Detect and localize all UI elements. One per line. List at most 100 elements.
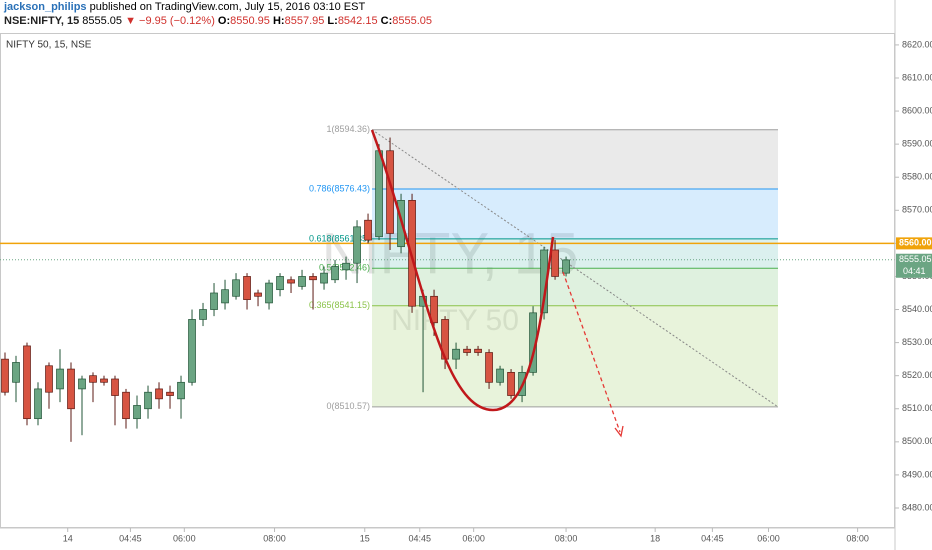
candle-body	[562, 259, 570, 274]
candle-body	[265, 282, 273, 304]
candle-body	[320, 272, 328, 284]
arrow-head	[614, 425, 624, 438]
x-tick-label: 04:45	[408, 533, 431, 543]
candle-body	[45, 365, 53, 393]
last: 8555.05	[82, 15, 123, 27]
candle-body	[254, 292, 262, 297]
x-tick-label: 08:00	[263, 533, 286, 543]
ohlc-value: 8542.15	[337, 15, 378, 27]
y-tick-label: 8580.00	[902, 172, 932, 182]
candle-body	[551, 249, 559, 277]
symbol: NSE:NIFTY, 15	[4, 15, 80, 27]
candle-body	[144, 391, 152, 410]
drawings	[370, 129, 624, 438]
candle-body	[276, 276, 284, 291]
ohlc-key: H:	[272, 15, 285, 27]
candle-body	[166, 391, 174, 396]
published: published on TradingView.com, July 15, 2…	[89, 1, 366, 13]
fib-label: 1(8594.36)	[326, 124, 370, 134]
candle-body	[485, 352, 493, 383]
ohlc: O:8550.95 H:8557.95 L:8542.15 C:8555.05	[218, 15, 432, 27]
candle-body	[232, 279, 240, 297]
ohlc-value: 8557.95	[284, 15, 325, 27]
candle-body	[243, 276, 251, 300]
x-tick-label: 06:00	[462, 533, 485, 543]
y-tick-label: 8620.00	[902, 39, 932, 49]
y-tick-label: 8590.00	[902, 139, 932, 149]
y-tick-label: 8480.00	[902, 502, 932, 512]
projection-arrow	[562, 271, 621, 433]
candle-body	[342, 262, 350, 271]
candle-body	[309, 276, 317, 281]
fib-band	[372, 129, 778, 190]
y-tick-label: 8500.00	[902, 436, 932, 446]
candle-body	[210, 292, 218, 310]
hline-tag	[896, 237, 932, 250]
x-tick-label: 15	[360, 533, 370, 543]
candle-body	[100, 378, 108, 383]
candle-body	[122, 391, 130, 420]
candle-body	[221, 289, 229, 304]
fib-label: 0.618(8561.35)	[309, 233, 370, 243]
candle-body	[287, 279, 295, 284]
ohlc-value: 8550.95	[230, 15, 270, 27]
fib-label: 0(8510.57)	[326, 401, 370, 411]
x-tick-label: 18	[650, 533, 660, 543]
candle-body	[298, 276, 306, 287]
candle-body	[474, 348, 482, 353]
y-tick-label: 8530.00	[902, 337, 932, 347]
x-tick-label: 08:00	[555, 533, 578, 543]
y-tick-label: 8520.00	[902, 370, 932, 380]
fib-band	[372, 268, 778, 306]
countdown-label: 04:41	[903, 266, 926, 276]
candle-body	[353, 226, 361, 264]
fib-label: 0.786(8576.43)	[309, 183, 370, 193]
price-tag	[896, 253, 932, 278]
y-tick-label: 8540.00	[902, 304, 932, 314]
candle-body	[507, 372, 515, 396]
hline-tag-label: 8560.00	[899, 238, 932, 248]
x-tick-label: 08:00	[846, 533, 869, 543]
ohlc-key: L:	[327, 15, 338, 27]
candle-body	[331, 266, 339, 281]
chart-title: NIFTY 50, 15, NSE	[6, 40, 92, 51]
candle-body	[375, 150, 383, 238]
x-tick-label: 04:45	[701, 533, 724, 543]
candle-body	[67, 368, 75, 410]
ohlc-key: C:	[380, 15, 393, 27]
candle-body	[177, 381, 185, 400]
candle-body	[199, 309, 207, 320]
fib-band	[372, 305, 778, 407]
ohlc-value: 8555.05	[392, 15, 433, 27]
candle-body	[89, 375, 97, 383]
candle-body	[430, 295, 438, 324]
fib-band	[372, 189, 778, 239]
header: jackson_philips published on TradingView…	[0, 0, 932, 32]
candle-body	[56, 368, 64, 390]
y-tick-label: 8600.00	[902, 105, 932, 115]
candle-body	[12, 362, 20, 383]
y-tick-label: 8610.00	[902, 72, 932, 82]
cup-curve	[370, 129, 555, 412]
header-line: NSE:NIFTY, 15 8555.05 ▼ −9.95 (−0.12%) O…	[0, 14, 932, 28]
x-tick-label: 14	[63, 533, 73, 543]
y-tick-label: 8570.00	[902, 205, 932, 215]
candle-body	[111, 378, 119, 396]
price-tag-label: 8555.05	[899, 254, 932, 264]
header-line: jackson_philips published on TradingView…	[0, 0, 932, 14]
author[interactable]: jackson_philips	[4, 1, 87, 13]
candle-body	[133, 405, 141, 420]
candle-body	[78, 378, 86, 390]
candle-body	[364, 219, 372, 241]
candle-body	[463, 348, 471, 353]
candle-body	[34, 388, 42, 420]
fib-label: 0.365(8541.15)	[309, 300, 370, 310]
candle-body	[1, 358, 9, 393]
candle-body	[496, 368, 504, 383]
x-tick-label: 04:45	[119, 533, 142, 543]
x-tick-label: 06:00	[757, 533, 780, 543]
candle-body	[188, 319, 196, 383]
y-tick-label: 8510.00	[902, 403, 932, 413]
